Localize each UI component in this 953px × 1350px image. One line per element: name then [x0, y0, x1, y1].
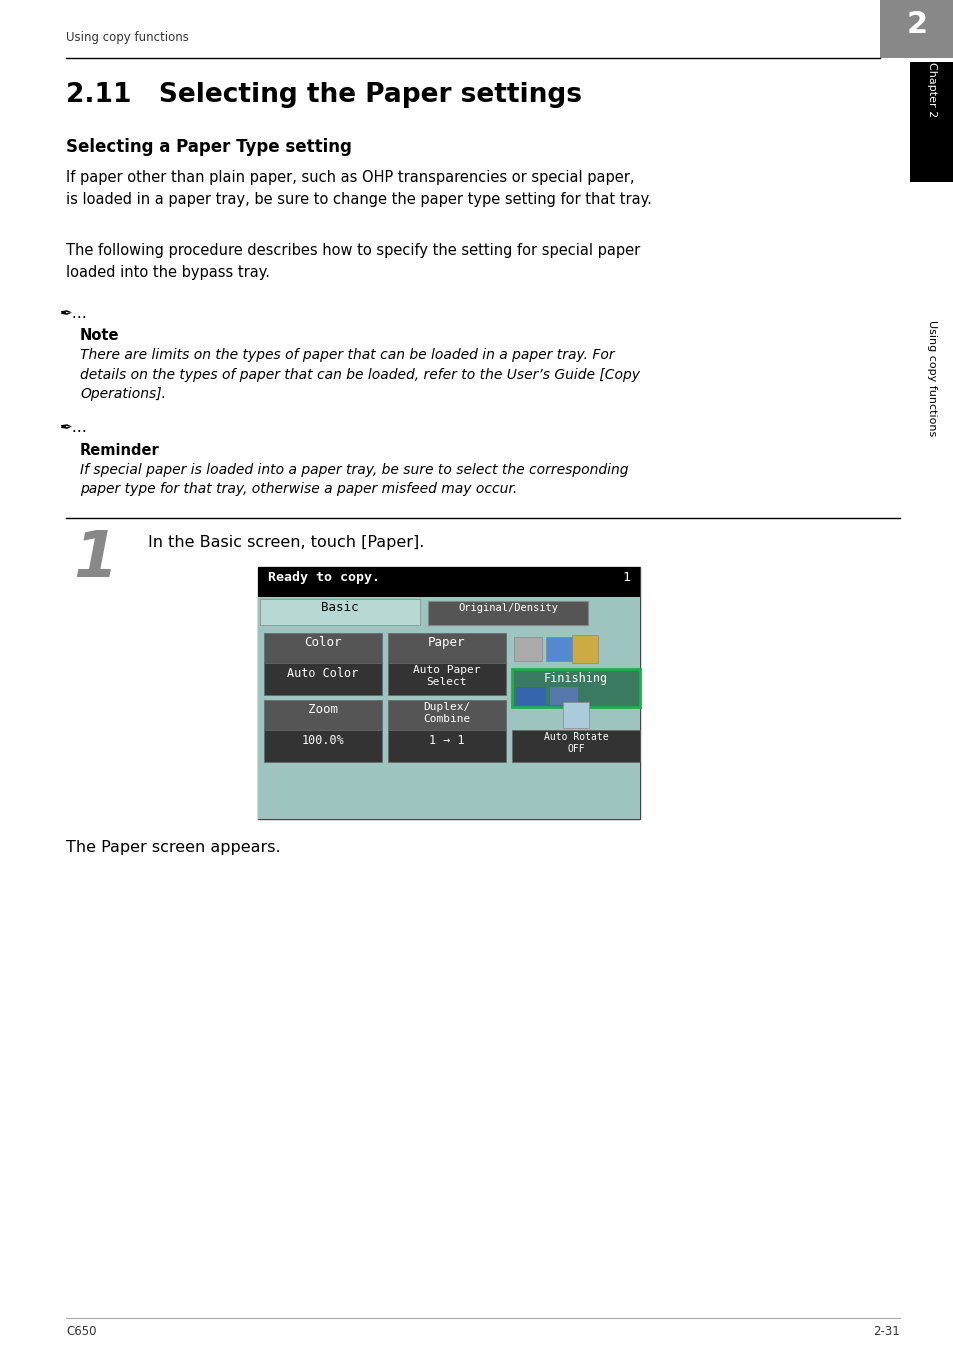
Bar: [264, 730, 381, 761]
Text: Auto Paper
Select: Auto Paper Select: [413, 666, 480, 687]
Bar: [257, 567, 639, 819]
Text: 1 → 1: 1 → 1: [429, 734, 464, 747]
Text: Reminder: Reminder: [80, 443, 159, 458]
Text: 1: 1: [73, 528, 118, 590]
Text: If special paper is loaded into a paper tray, be sure to select the correspondin: If special paper is loaded into a paper …: [80, 463, 628, 497]
Text: Finishing: Finishing: [543, 672, 607, 684]
Text: In the Basic screen, touch [Paper].: In the Basic screen, touch [Paper].: [148, 535, 424, 549]
Bar: [512, 633, 639, 670]
Text: Note: Note: [80, 328, 119, 343]
Bar: [264, 701, 381, 730]
Bar: [264, 633, 381, 663]
Bar: [257, 626, 639, 819]
Bar: [516, 687, 545, 705]
Bar: [512, 670, 639, 707]
Bar: [909, 62, 953, 182]
Text: Using copy functions: Using copy functions: [66, 31, 189, 45]
Text: Using copy functions: Using copy functions: [926, 320, 936, 436]
Text: 2: 2: [905, 9, 926, 39]
Text: There are limits on the types of paper that can be loaded in a paper tray. For
d: There are limits on the types of paper t…: [80, 348, 639, 401]
Bar: [879, 0, 953, 58]
Text: Color: Color: [304, 636, 341, 649]
Bar: [264, 663, 381, 695]
Text: 100.0%: 100.0%: [301, 734, 344, 747]
Bar: [257, 597, 639, 626]
Bar: [514, 637, 541, 662]
Text: Selecting a Paper Type setting: Selecting a Paper Type setting: [66, 138, 352, 157]
Text: Original/Density: Original/Density: [457, 603, 558, 613]
Text: Auto Rotate
OFF: Auto Rotate OFF: [543, 732, 608, 755]
Bar: [388, 730, 505, 761]
Bar: [428, 601, 587, 625]
Bar: [572, 634, 598, 663]
Text: The following procedure describes how to specify the setting for special paper
l: The following procedure describes how to…: [66, 243, 639, 279]
Text: C650: C650: [66, 1324, 96, 1338]
Bar: [512, 730, 639, 761]
Text: Chapter 2: Chapter 2: [926, 62, 936, 117]
Text: ✒…: ✒…: [60, 420, 88, 435]
Text: Zoom: Zoom: [308, 703, 337, 716]
Bar: [562, 702, 588, 728]
Bar: [545, 637, 574, 662]
Bar: [388, 701, 505, 730]
Text: The Paper screen appears.: The Paper screen appears.: [66, 840, 280, 855]
Bar: [388, 633, 505, 663]
Text: 1: 1: [621, 571, 629, 585]
Text: 2-31: 2-31: [872, 1324, 899, 1338]
Text: If paper other than plain paper, such as OHP transparencies or special paper,
is: If paper other than plain paper, such as…: [66, 170, 651, 207]
Text: Paper: Paper: [428, 636, 465, 649]
Bar: [260, 599, 419, 625]
Text: Ready to copy.: Ready to copy.: [268, 571, 379, 585]
Bar: [388, 663, 505, 695]
Text: ✒…: ✒…: [60, 306, 88, 321]
Text: Auto Color: Auto Color: [287, 667, 358, 680]
Text: Basic: Basic: [321, 601, 358, 614]
Bar: [257, 567, 639, 597]
Text: 2.11   Selecting the Paper settings: 2.11 Selecting the Paper settings: [66, 82, 581, 108]
Text: Duplex/
Combine: Duplex/ Combine: [423, 702, 470, 725]
Bar: [550, 687, 578, 705]
